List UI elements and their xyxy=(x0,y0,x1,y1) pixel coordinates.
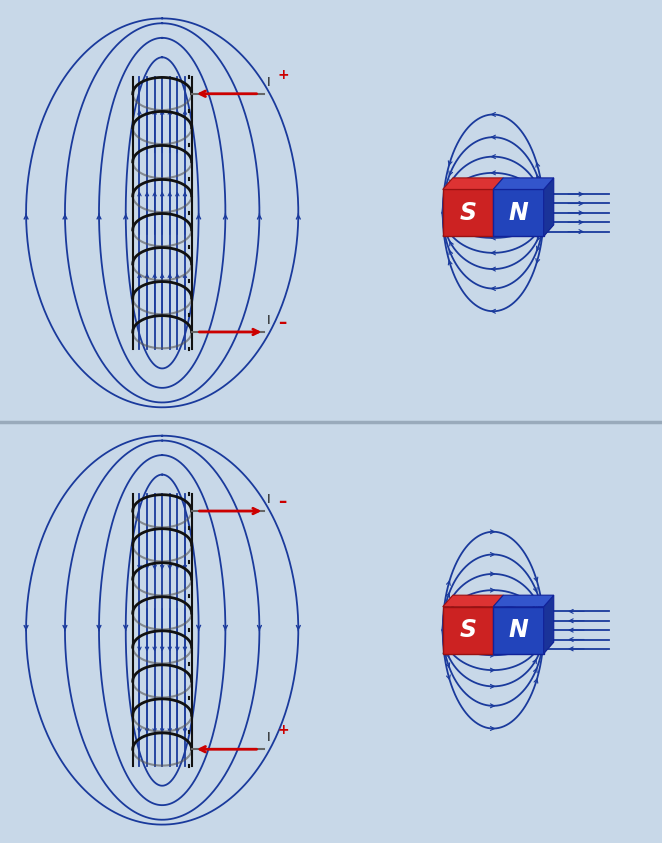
Polygon shape xyxy=(443,178,503,190)
Text: N: N xyxy=(508,201,528,225)
Text: I: I xyxy=(267,76,270,89)
Text: –: – xyxy=(278,314,286,332)
Text: S: S xyxy=(459,618,477,642)
Polygon shape xyxy=(443,642,553,653)
Polygon shape xyxy=(493,595,553,607)
Polygon shape xyxy=(493,607,544,653)
Text: I: I xyxy=(267,314,270,327)
Polygon shape xyxy=(544,595,553,653)
Text: –: – xyxy=(278,493,286,511)
Polygon shape xyxy=(443,225,553,236)
Polygon shape xyxy=(443,595,503,607)
Text: I: I xyxy=(267,493,270,506)
Text: N: N xyxy=(508,618,528,642)
Polygon shape xyxy=(443,190,493,236)
Polygon shape xyxy=(493,178,553,190)
Text: S: S xyxy=(459,201,477,225)
Text: +: + xyxy=(278,723,289,737)
Text: I: I xyxy=(267,732,270,744)
Polygon shape xyxy=(443,607,493,653)
Polygon shape xyxy=(493,190,544,236)
Polygon shape xyxy=(544,178,553,236)
Text: +: + xyxy=(278,67,289,82)
